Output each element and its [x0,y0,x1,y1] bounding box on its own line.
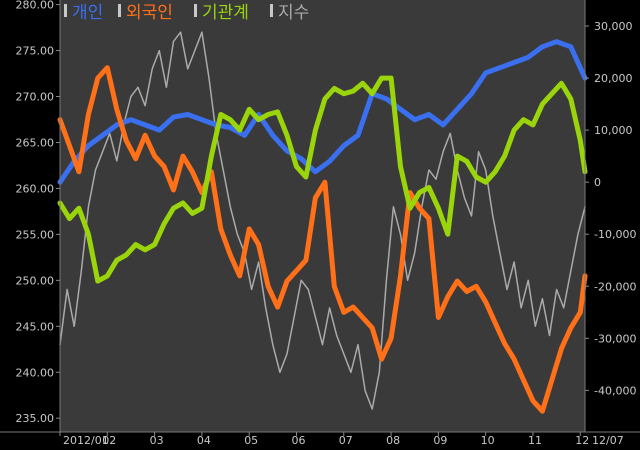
right-tick-label: 10,000 [594,124,633,137]
left-tick-label: 260.00 [16,182,55,195]
right-tick-label: -20,000 [594,280,636,293]
left-tick-label: 255.00 [16,228,55,241]
x-tick-label: 2012/01 [63,434,109,447]
x-tick-label: 02 [102,434,116,447]
legend-marker [270,4,273,17]
x-tick-label: 05 [244,434,258,447]
legend-label: 지수 [278,3,309,23]
legend-label: 개인 [72,3,103,23]
x-tick-label: 07 [339,434,353,447]
right-axis: 30,000 20,000 10,000 0 -10,000 -20,000 -30,000… [585,20,636,397]
x-tick-label: 06 [291,434,305,447]
right-tick-label: 0 [594,176,601,189]
x-tick-label: 11 [528,434,542,447]
x-tick-label: 12 [575,434,589,447]
right-tick-label: -30,000 [594,332,636,345]
x-tick-label: 09 [433,434,447,447]
plot-area [60,0,585,432]
left-tick-label: 280.00 [16,0,55,12]
x-tick-label: 10 [481,434,495,447]
left-tick-label: 235.00 [16,412,55,425]
right-tick-label: 20,000 [594,72,633,85]
legend-marker [194,4,197,17]
series-line-4 [59,31,586,410]
right-tick-label: -10,000 [594,228,636,241]
x-tick-label: 04 [197,434,211,447]
right-tick-label: 30,000 [594,20,633,33]
left-tick-label: 250.00 [16,274,55,287]
left-axis: 280.00 275.00 270.00 265.00 260.00 255.00 250.… [16,0,60,425]
x-tick-label: 08 [386,434,400,447]
x-tick-label: 03 [150,434,164,447]
series-line-2 [57,65,588,414]
series-line-1 [57,39,588,185]
left-tick-label: 270.00 [16,91,55,104]
left-tick-label: 275.00 [16,45,55,58]
legend-marker [118,4,121,17]
legend-label: 기관계 [202,3,249,23]
left-tick-label: 245.00 [16,320,55,333]
legend-marker [64,4,67,17]
x-end-label: 12/07 [592,434,624,447]
series-layer [57,31,588,414]
legend-label: 외국인 [126,3,173,23]
left-tick-label: 240.00 [16,366,55,379]
left-tick-label: 265.00 [16,136,55,149]
series-line-3 [57,75,588,284]
right-tick-label: -40,000 [594,384,636,397]
legend: 개인 외국인 기관계 지수 [64,3,309,23]
